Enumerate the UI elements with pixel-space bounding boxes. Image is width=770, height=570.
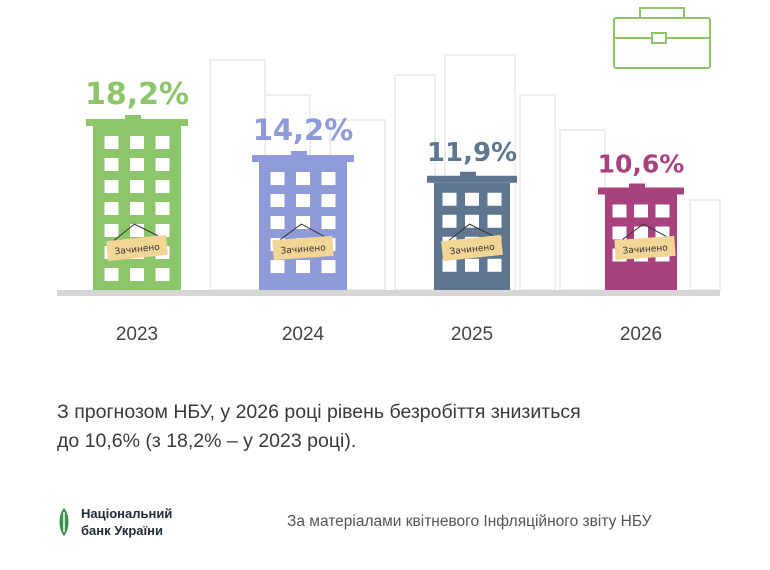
building-window xyxy=(104,268,119,281)
briefcase-icon xyxy=(613,7,711,69)
building-window xyxy=(612,204,627,218)
building-window xyxy=(270,216,285,230)
building-roof-box xyxy=(125,115,141,120)
closed-sign: Зачинено xyxy=(614,223,676,261)
sign-board xyxy=(272,235,334,261)
building-window xyxy=(321,194,336,208)
building-bar-2026: Зачинено 10,6% 2026 xyxy=(598,149,685,345)
building-window xyxy=(442,214,457,228)
building-window xyxy=(442,192,457,206)
building-roof-box xyxy=(629,183,645,189)
nbu-emblem-icon xyxy=(59,508,69,536)
building-window xyxy=(130,202,144,215)
building-window xyxy=(155,224,170,237)
building-bar-2023: Зачинено 18,2% 2023 xyxy=(85,77,189,345)
building-window xyxy=(104,224,119,237)
building-window xyxy=(296,172,310,186)
building-roof xyxy=(86,119,188,126)
caption-line-1: З прогнозом НБУ, у 2026 році рівень безр… xyxy=(57,401,581,423)
year-label-2024: 2024 xyxy=(282,324,325,345)
sign-text: Зачинено xyxy=(449,243,496,258)
sign-text: Зачинено xyxy=(622,243,668,256)
caption-line-2: до 10,6% (з 18,2% – у 2023 році). xyxy=(57,430,357,452)
building-window xyxy=(634,204,648,218)
building-window xyxy=(442,258,457,272)
building-window xyxy=(104,158,119,171)
caption: З прогнозом НБУ, у 2026 році рівень безр… xyxy=(57,398,737,456)
sign-board xyxy=(614,235,676,261)
building-window xyxy=(130,268,144,281)
ground-line xyxy=(57,290,720,296)
building-roof-box xyxy=(291,151,307,157)
building-window xyxy=(130,180,144,193)
building-window xyxy=(270,172,285,186)
building-window xyxy=(296,260,310,274)
building-window xyxy=(155,180,170,193)
value-label-2023: 18,2% xyxy=(85,77,189,112)
unemployment-chart: Зачинено18,2%2023Зачинено14,2%2024Зачине… xyxy=(57,7,721,345)
value-label-2025: 11,9% xyxy=(427,138,517,168)
building-window xyxy=(634,226,648,240)
year-label-2026: 2026 xyxy=(620,324,662,345)
year-label-2023: 2023 xyxy=(116,324,158,345)
building-window xyxy=(465,258,479,272)
sign-board xyxy=(106,234,168,262)
building-window xyxy=(487,214,502,228)
building-window xyxy=(296,194,310,208)
sign-string xyxy=(448,223,494,241)
building-roof-box xyxy=(460,171,476,177)
sign-string xyxy=(280,223,325,240)
building-window xyxy=(270,260,285,274)
bank-name-line-2: банк України xyxy=(81,523,163,538)
closed-sign: Зачинено xyxy=(272,223,334,261)
building-window xyxy=(465,192,479,206)
source-note: За матеріалами квітневого Інфляційного з… xyxy=(287,513,652,530)
building-window xyxy=(321,216,336,230)
building-roof xyxy=(252,155,354,163)
building-roof xyxy=(427,175,517,183)
building-window xyxy=(487,258,502,272)
building-window xyxy=(155,158,170,171)
sign-text: Зачинено xyxy=(114,243,161,258)
building-window xyxy=(104,202,119,215)
bank-name-line-1: Національний xyxy=(81,506,173,521)
building-bar-2025: Зачинено 11,9% 2025 xyxy=(427,138,517,345)
building-window xyxy=(612,226,627,240)
sign-board xyxy=(441,234,503,262)
building-window xyxy=(155,136,170,149)
value-label-2026: 10,6% xyxy=(598,149,685,178)
building-window xyxy=(130,136,144,149)
building-window xyxy=(104,180,119,193)
bank-name: Національний банк України xyxy=(81,505,172,539)
building-window xyxy=(321,260,336,274)
building-roof xyxy=(598,187,684,195)
building-window xyxy=(104,136,119,149)
building-window xyxy=(155,202,170,215)
sign-text: Зачинено xyxy=(280,243,326,256)
building-window xyxy=(270,194,285,208)
building-bar-2024: Зачинено 14,2% 2024 xyxy=(252,113,354,345)
year-label-2025: 2025 xyxy=(451,324,493,345)
closed-sign: Зачинено xyxy=(441,223,503,262)
building-window xyxy=(130,158,144,171)
closed-sign: Зачинено xyxy=(106,223,168,262)
value-label-2024: 14,2% xyxy=(253,113,354,147)
sign-string xyxy=(622,223,667,240)
building-window xyxy=(655,204,670,218)
nbu-logo: Національний банк України xyxy=(57,505,172,539)
sign-string xyxy=(113,223,159,241)
building-window xyxy=(155,268,170,281)
building-window xyxy=(321,172,336,186)
building-window xyxy=(487,192,502,206)
